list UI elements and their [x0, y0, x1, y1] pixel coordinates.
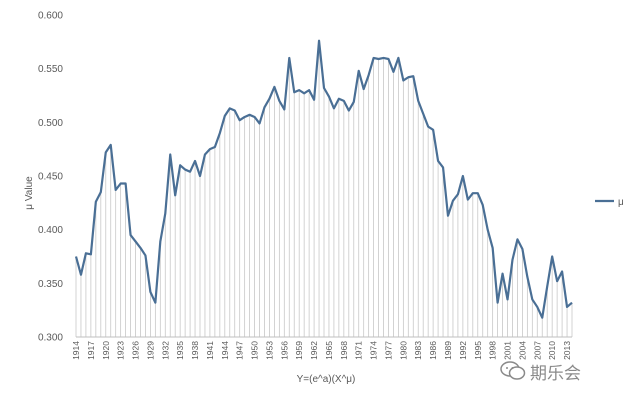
y-axis-title: μ Value: [24, 176, 35, 210]
x-tick-label: 1953: [264, 341, 274, 360]
x-tick-label: 1968: [339, 341, 349, 360]
x-tick-label: 2001: [503, 341, 513, 360]
x-tick-label: 1959: [294, 341, 304, 360]
y-tick-label: 0.350: [38, 279, 63, 290]
y-tick-label: 0.550: [38, 64, 63, 75]
x-tick-label: 1965: [324, 341, 334, 360]
x-tick-label: 1947: [235, 341, 245, 360]
x-tick-label: 1974: [369, 341, 379, 360]
x-axis-title: Y=(e^a)(X^μ): [297, 374, 356, 385]
x-tick-label: 1989: [443, 341, 453, 360]
x-tick-label: 1920: [101, 341, 111, 360]
x-tick-label: 1929: [145, 341, 155, 360]
x-tick-label: 1926: [131, 341, 141, 360]
x-tick-label: 1950: [250, 341, 260, 360]
x-tick-label: 2010: [547, 341, 557, 360]
legend: μ: [595, 197, 624, 208]
x-tick-label: 2007: [532, 341, 542, 360]
x-tick-label: 1971: [354, 341, 364, 360]
x-tick-label: 1935: [175, 341, 185, 360]
x-tick-label: 1932: [160, 341, 170, 360]
x-tick-label: 1980: [398, 341, 408, 360]
legend-label: μ: [618, 197, 624, 208]
x-tick-label: 1938: [190, 341, 200, 360]
y-tick-label: 0.500: [38, 118, 63, 129]
x-tick-label: 1995: [473, 341, 483, 360]
x-tick-label: 1923: [116, 341, 126, 360]
x-tick-label: 1956: [279, 341, 289, 360]
x-tick-label: 1962: [309, 341, 319, 360]
x-tick-label: 1917: [86, 341, 96, 360]
x-tick-label: 1992: [458, 341, 468, 360]
y-tick-label: 0.450: [38, 172, 63, 183]
vertical-gridlines: [75, 40, 573, 337]
y-tick-label: 0.400: [38, 225, 63, 236]
x-axis-tick-labels: 1914 1917 1920 1923 1926 1929 1932 1935 1938 1941…: [71, 341, 572, 360]
wechat-icon: [500, 361, 526, 380]
watermark-text: 期乐会: [530, 363, 581, 384]
x-tick-label: 2004: [517, 341, 527, 360]
x-tick-label: 1941: [205, 341, 215, 360]
y-tick-label: 0.300: [38, 333, 63, 344]
watermark: 期乐会: [500, 356, 628, 386]
x-tick-label: 1977: [383, 341, 393, 360]
x-tick-label: 1914: [71, 341, 81, 360]
x-tick-label: 1983: [413, 341, 423, 360]
series-line-mu: [74, 39, 573, 319]
y-axis: 0.300 0.350 0.400 0.450 0.500 0.550 0.600: [38, 11, 63, 344]
x-tick-label: 1944: [220, 341, 230, 360]
y-tick-label: 0.600: [38, 11, 63, 22]
x-tick-label: 2013: [562, 341, 572, 360]
x-tick-label: 1998: [488, 341, 498, 360]
x-tick-label: 1986: [428, 341, 438, 360]
